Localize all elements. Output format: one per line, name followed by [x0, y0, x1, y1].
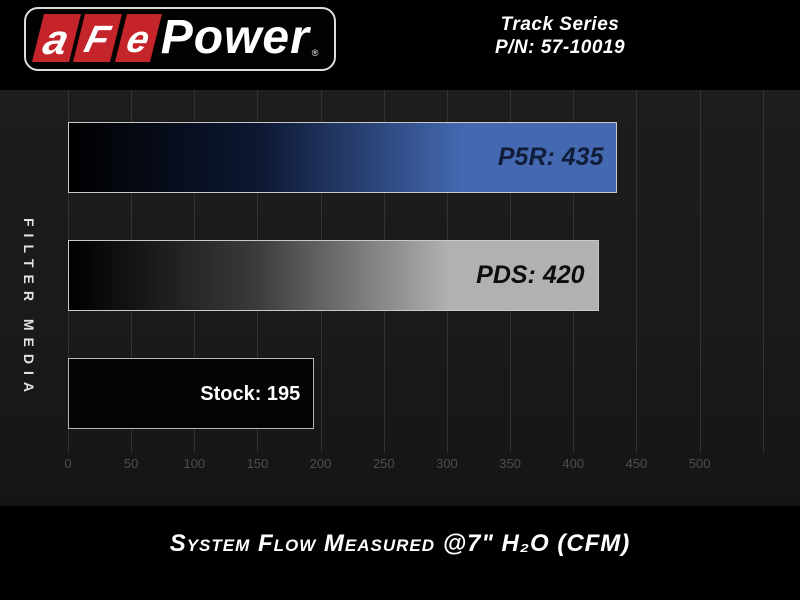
x-axis-tick-label: 500	[688, 456, 711, 471]
logo-letter-a: a	[38, 16, 74, 63]
product-info: Track Series P/N: 57-10019	[450, 13, 670, 59]
logo-letter-f: F	[80, 19, 115, 61]
x-axis-tick-label: 400	[562, 456, 585, 471]
plot-area: 0 50 100 150 200 250 300 350 400 450 500 P5R: 435 PD…	[0, 90, 800, 506]
x-axis-tick-label: 450	[625, 456, 648, 471]
x-axis-tick-label: 250	[372, 456, 395, 471]
bar-pds: PDS: 420	[68, 240, 599, 311]
bar-value-label: PDS: 420	[476, 261, 585, 289]
x-axis-tick-label: 200	[309, 456, 332, 471]
logo-power-text: Power	[160, 11, 310, 64]
header: a F e Power ® Track Series P/N: 57-10019	[0, 0, 800, 90]
product-part-number: P/N: 57-10019	[494, 37, 626, 58]
bar-value-label: Stock: 195	[200, 382, 301, 405]
gridline	[699, 90, 701, 452]
afe-power-logo: a F e Power ®	[24, 7, 337, 71]
x-axis-tick-label: 0	[64, 456, 72, 471]
x-axis-tick-label: 50	[123, 456, 139, 471]
x-axis-tick-label: 100	[183, 456, 206, 471]
logo-letter-e: e	[121, 19, 154, 61]
gridline	[636, 90, 638, 452]
bar-stock: Stock: 195	[68, 358, 315, 429]
x-axis-tick-label: 350	[499, 456, 521, 471]
registered-trademark-icon: ®	[311, 48, 319, 58]
x-axis-tick-label: 150	[246, 456, 269, 471]
logo-tile-f: F	[73, 14, 123, 62]
logo-afe-tiles: a F e	[32, 14, 162, 63]
x-axis-tick-label: 300	[436, 456, 458, 471]
product-series: Track Series	[500, 14, 620, 35]
bar-value-label: P5R: 435	[497, 143, 604, 171]
logo-tile-e: e	[114, 14, 162, 62]
chart-caption: System Flow Measured @7" H₂O (CFM)	[169, 530, 631, 557]
bar-p5r: P5R: 435	[68, 122, 618, 193]
gridline	[762, 90, 764, 452]
y-axis-label: FILTER MEDIA	[21, 218, 37, 399]
